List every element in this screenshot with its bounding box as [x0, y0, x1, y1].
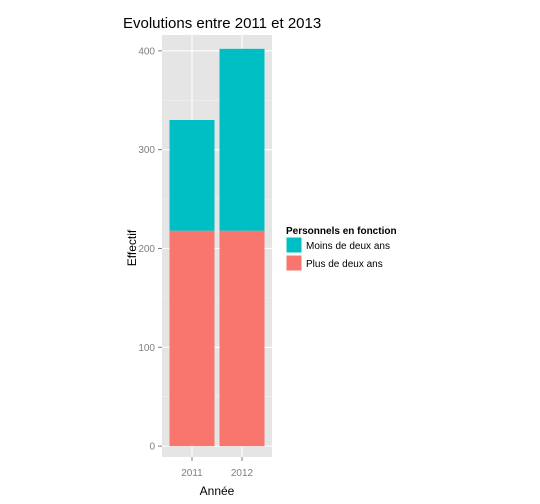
y-tick-label: 100	[138, 343, 155, 354]
legend-swatch	[285, 254, 303, 272]
y-tick-label: 0	[149, 442, 155, 453]
y-tick-label: 300	[138, 145, 155, 156]
y-tick-label: 400	[138, 46, 155, 57]
chart-title: Evolutions entre 2011 et 2013	[123, 15, 321, 32]
legend-title: Personnels en fonction	[286, 226, 397, 237]
x-axis-title: Année	[200, 484, 235, 498]
y-tick-label: 200	[138, 244, 155, 255]
legend-swatch	[285, 236, 303, 254]
legend-entry-label: Plus de deux ans	[306, 259, 383, 270]
bar-2012-series-0	[219, 230, 265, 447]
bar-2011-series-0	[169, 230, 215, 447]
x-tick-label: 2012	[231, 468, 254, 479]
y-axis-title: Effectif	[125, 229, 139, 266]
x-axis-ticks: 2011 2012	[181, 457, 254, 479]
bars	[169, 48, 265, 447]
x-tick-label: 2011	[181, 468, 203, 479]
legend-entry-label: Moins de deux ans	[306, 241, 390, 252]
bar-2012-series-1	[219, 48, 265, 231]
bar-2011-series-1	[169, 119, 215, 231]
legend: Personnels en fonction Moins de deux ans…	[285, 226, 397, 272]
y-axis-ticks: 0 100 200 300 400	[138, 46, 162, 453]
